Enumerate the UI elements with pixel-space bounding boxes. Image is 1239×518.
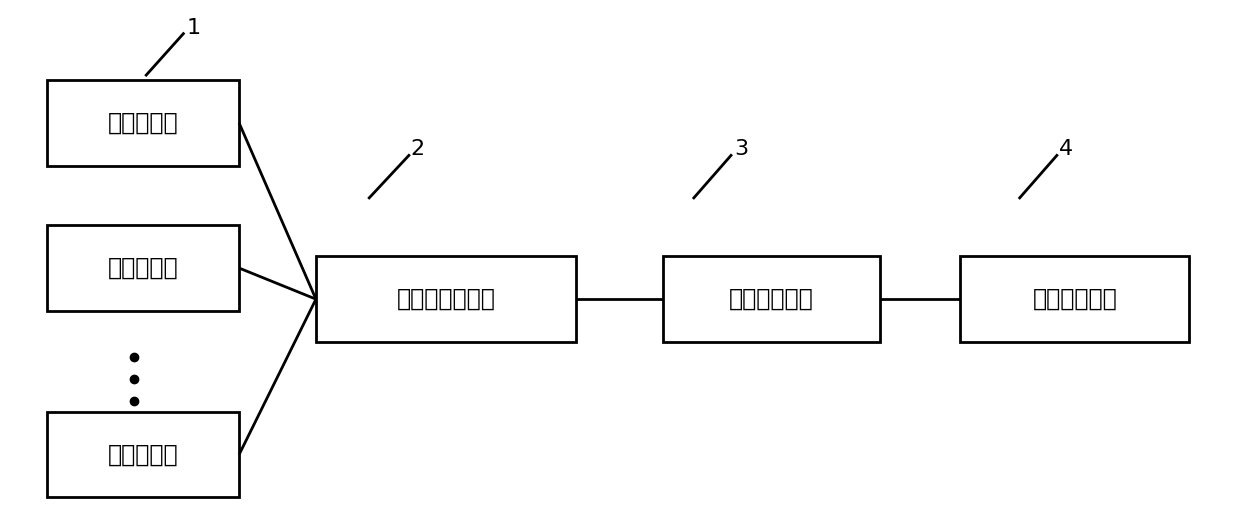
Text: 1: 1 [186,19,201,38]
Text: 2: 2 [410,139,425,159]
Text: 光纤传感器: 光纤传感器 [108,256,178,280]
Text: 温度拟合模块: 温度拟合模块 [729,287,814,311]
Bar [663,256,880,342]
Bar [47,80,239,166]
Text: 光纤传感器: 光纤传感器 [108,111,178,135]
Text: 光纤传感器: 光纤传感器 [108,442,178,467]
Bar [47,225,239,311]
Bar [960,256,1189,342]
Bar [316,256,576,342]
Text: 温度校正模块: 温度校正模块 [1032,287,1118,311]
Text: 3: 3 [733,139,748,159]
Text: 光信号处理模块: 光信号处理模块 [396,287,496,311]
Bar [47,412,239,497]
Text: 4: 4 [1058,139,1073,159]
